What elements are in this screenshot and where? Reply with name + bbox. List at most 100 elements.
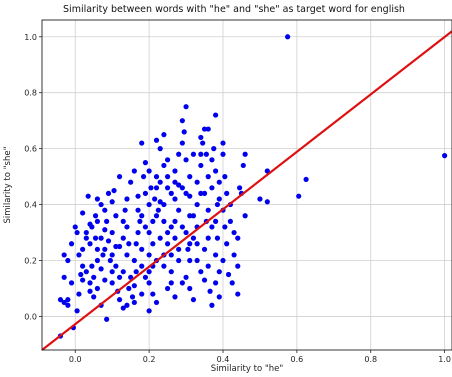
data-point [168, 252, 174, 258]
data-point [211, 146, 217, 152]
data-point [172, 294, 178, 300]
data-point [190, 235, 197, 241]
data-points [57, 34, 448, 339]
data-point [164, 174, 171, 180]
data-point [109, 269, 115, 275]
plot-frame [41, 19, 452, 351]
grid [42, 20, 452, 350]
data-point [109, 252, 115, 258]
data-point [102, 207, 108, 213]
data-point [224, 241, 230, 247]
data-point [213, 168, 219, 174]
data-point [78, 271, 84, 278]
data-point [72, 224, 78, 230]
data-point [124, 196, 130, 202]
data-point [142, 190, 149, 196]
data-point [157, 235, 163, 241]
reference-line [41, 30, 452, 351]
data-point [161, 218, 167, 224]
data-point [135, 207, 141, 213]
data-point [168, 280, 174, 286]
data-point [87, 280, 93, 286]
x-tick-label: 0.4 [217, 355, 230, 364]
data-point [131, 299, 137, 306]
data-point [94, 196, 101, 202]
chart-title: Similarity between words with "he" and "… [63, 4, 405, 15]
data-point [264, 199, 270, 205]
data-point [164, 241, 171, 247]
data-point [65, 302, 71, 308]
data-point [190, 213, 197, 219]
data-point [142, 224, 149, 230]
data-point [203, 151, 209, 157]
data-point [235, 235, 241, 241]
data-point [179, 118, 185, 124]
data-point [161, 263, 167, 269]
data-point [183, 274, 189, 280]
data-point [150, 218, 156, 224]
data-point [164, 185, 171, 191]
reference-line-layer [41, 30, 452, 351]
data-point [303, 176, 309, 183]
data-point [80, 277, 86, 283]
data-point [179, 224, 185, 230]
data-point [131, 257, 137, 264]
data-point [227, 218, 233, 224]
data-point [76, 291, 82, 297]
data-point [83, 235, 89, 241]
data-point [209, 185, 215, 191]
data-point [205, 126, 211, 132]
data-point [87, 221, 93, 227]
data-point [146, 229, 152, 236]
y-ticks: 0.0 0.2 0.4 0.6 0.8 1.0 [24, 33, 42, 321]
data-point [94, 246, 101, 252]
data-point [200, 140, 206, 146]
data-point [242, 213, 248, 219]
data-point [104, 316, 110, 322]
data-point [157, 146, 163, 152]
data-point [285, 34, 291, 40]
data-point [205, 235, 211, 241]
data-point [116, 174, 123, 180]
data-point [257, 196, 263, 202]
y-tick-label: 0.2 [24, 257, 37, 266]
data-point [83, 229, 89, 236]
data-point [102, 227, 108, 233]
data-point [198, 151, 204, 157]
data-point [213, 218, 219, 224]
data-point [201, 190, 208, 196]
data-point [205, 174, 211, 180]
data-point [176, 151, 182, 157]
y-tick-label: 0.8 [24, 89, 37, 98]
data-point [216, 269, 222, 275]
data-point [139, 291, 145, 297]
data-point [98, 266, 104, 272]
data-point [220, 151, 226, 157]
data-point [76, 252, 82, 258]
y-axis-label: Similarity to "she" [3, 146, 13, 223]
data-point [209, 224, 215, 230]
data-point [146, 308, 152, 314]
data-point [209, 302, 215, 308]
x-tick-label: 1.0 [438, 355, 451, 364]
data-point [109, 280, 115, 286]
x-tick-label: 0.6 [290, 355, 303, 364]
data-point [116, 274, 123, 280]
data-point [65, 297, 71, 303]
data-point [98, 201, 104, 208]
data-point [442, 153, 448, 159]
data-point [164, 229, 171, 236]
data-point [113, 213, 119, 219]
data-point [87, 241, 93, 247]
data-point [155, 207, 161, 213]
data-point [135, 193, 141, 199]
data-point [201, 126, 208, 132]
data-point [194, 201, 200, 208]
data-point [168, 224, 174, 230]
data-point [105, 190, 112, 196]
data-point [201, 246, 208, 252]
data-point [80, 210, 86, 216]
x-ticks: 0.0 0.2 0.4 0.6 0.8 1.0 [69, 350, 451, 364]
data-point [183, 157, 189, 163]
data-point [176, 207, 182, 213]
